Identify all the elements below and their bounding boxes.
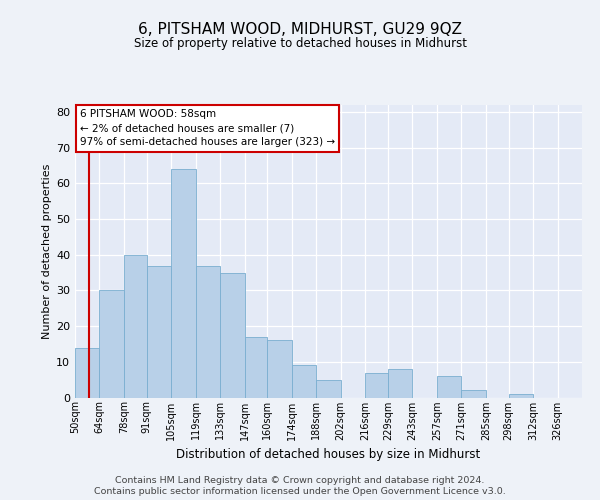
- Bar: [146, 266, 171, 398]
- Bar: [292, 366, 316, 398]
- Bar: [316, 380, 341, 398]
- Text: Contains public sector information licensed under the Open Government Licence v3: Contains public sector information licen…: [94, 487, 506, 496]
- Bar: [245, 337, 268, 398]
- X-axis label: Distribution of detached houses by size in Midhurst: Distribution of detached houses by size …: [176, 448, 481, 461]
- Text: 6 PITSHAM WOOD: 58sqm
← 2% of detached houses are smaller (7)
97% of semi-detach: 6 PITSHAM WOOD: 58sqm ← 2% of detached h…: [80, 110, 335, 148]
- Text: Size of property relative to detached houses in Midhurst: Size of property relative to detached ho…: [133, 38, 467, 51]
- Bar: [124, 255, 146, 398]
- Bar: [220, 272, 245, 398]
- Bar: [196, 266, 220, 398]
- Bar: [461, 390, 486, 398]
- Bar: [268, 340, 292, 398]
- Bar: [171, 169, 196, 398]
- Bar: [437, 376, 461, 398]
- Y-axis label: Number of detached properties: Number of detached properties: [42, 164, 52, 339]
- Text: 6, PITSHAM WOOD, MIDHURST, GU29 9QZ: 6, PITSHAM WOOD, MIDHURST, GU29 9QZ: [138, 22, 462, 38]
- Bar: [509, 394, 533, 398]
- Bar: [388, 369, 412, 398]
- Text: Contains HM Land Registry data © Crown copyright and database right 2024.: Contains HM Land Registry data © Crown c…: [115, 476, 485, 485]
- Bar: [100, 290, 124, 398]
- Bar: [75, 348, 100, 398]
- Bar: [365, 372, 388, 398]
